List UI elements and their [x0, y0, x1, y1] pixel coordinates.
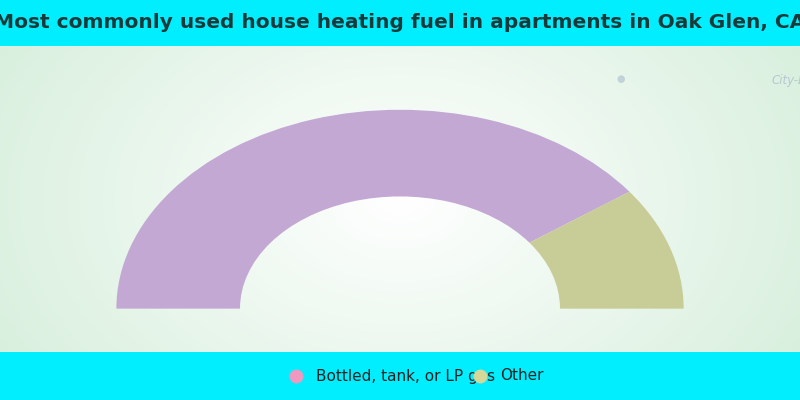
Text: City-Data.com: City-Data.com	[772, 74, 800, 86]
Wedge shape	[116, 110, 630, 309]
Text: Other: Other	[500, 368, 543, 384]
Text: Bottled, tank, or LP gas: Bottled, tank, or LP gas	[316, 368, 495, 384]
Text: ●: ●	[616, 74, 625, 84]
Text: Most commonly used house heating fuel in apartments in Oak Glen, CA: Most commonly used house heating fuel in…	[0, 14, 800, 32]
Wedge shape	[530, 192, 684, 309]
